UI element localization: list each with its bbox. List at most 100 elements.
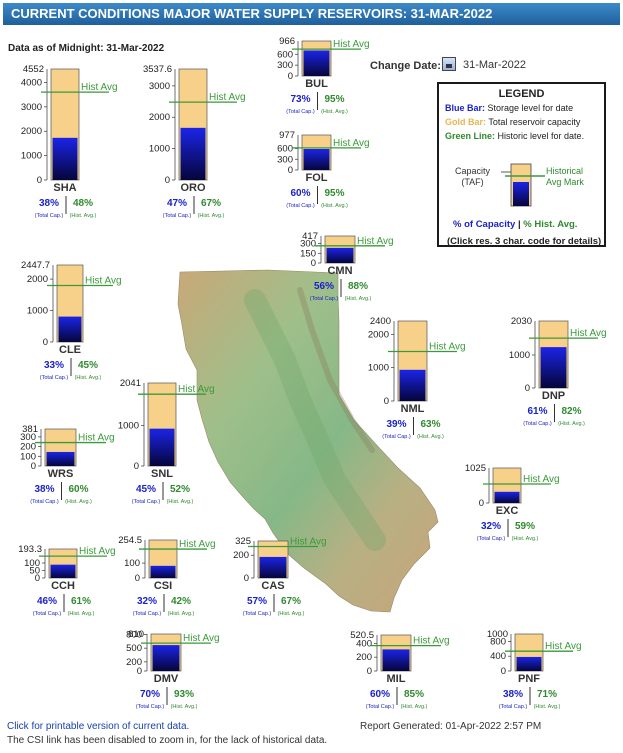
tick-label: 200 [356, 652, 372, 663]
capacity-label: 1000 [487, 629, 508, 640]
hist-avg-small-label: (Hist. Avg.) [321, 203, 348, 209]
tick-label: 0 [244, 573, 249, 584]
legend-pct-hist: % Hist. Avg. [523, 219, 578, 230]
reservoir-code-link[interactable]: FOL [306, 172, 328, 184]
tick-label: 1000 [27, 306, 48, 317]
hist-avg-label: Hist Avg [570, 328, 607, 339]
tick-label: 600 [277, 49, 293, 60]
tick-label: 1000 [21, 151, 42, 162]
legend-pct-capacity: % of Capacity [453, 219, 516, 230]
reservoir-csi: 254.5 100 0 Hist Avg CSI 32% 42% (Total Cap.) (H… [118, 535, 215, 617]
data-as-of: Data as of Midnight: 31-Mar-2022 [8, 43, 165, 54]
reservoir-code-link[interactable]: CAS [261, 580, 284, 592]
legend: LEGEND Blue Bar: Storage level for date … [437, 82, 606, 247]
reservoir-code-link[interactable]: ORO [180, 182, 206, 194]
tick-label: 0 [367, 666, 372, 677]
capacity-label: 4552 [23, 64, 44, 75]
tick-label: 1000 [368, 363, 389, 374]
storage-bar [399, 369, 426, 401]
total-cap-label: (Total Cap.) [477, 536, 506, 542]
reservoir-sha: 4552 4000 3000 2000 1000 0 Hist Avg SHA 38% 48% (T… [21, 64, 118, 219]
pct-hist: 85% [404, 689, 424, 700]
reservoir-code-link[interactable]: NML [401, 403, 425, 415]
tick-label: 4000 [21, 77, 42, 88]
reservoir-code-link[interactable]: DMV [154, 673, 179, 685]
pct-hist: 71% [537, 689, 557, 700]
legend-avg-mark-text: Avg Mark [546, 177, 584, 187]
pct-capacity: 32% [481, 521, 501, 532]
hist-avg-label: Hist Avg [79, 546, 116, 557]
change-date-value[interactable]: 31-Mar-2022 [463, 59, 526, 71]
pct-capacity: 39% [386, 419, 406, 430]
hist-avg-small-label: (Hist. Avg.) [401, 704, 428, 710]
reservoir-exc: 1025 0 Hist Avg EXC 32% 59% (Total Cap.) (Hist.… [465, 463, 560, 542]
tick-label: 0 [37, 175, 42, 186]
legend-capacity-label: Capacity (TAF) [455, 166, 490, 188]
tick-label: 150 [300, 248, 316, 259]
tick-label: 0 [311, 258, 316, 269]
change-date-label: Change Date: [370, 60, 441, 72]
hist-avg-label: Hist Avg [178, 384, 215, 395]
pct-capacity: 38% [39, 198, 59, 209]
reservoir-code-link[interactable]: BUL [305, 78, 328, 90]
tick-label: 300 [20, 432, 36, 443]
reservoir-code-link[interactable]: SNL [151, 468, 173, 480]
storage-bar [52, 137, 78, 180]
tick-label: 400 [490, 651, 506, 662]
tick-label: 100 [20, 451, 36, 462]
hist-avg-label: Hist Avg [357, 236, 394, 247]
reservoir-code-link[interactable]: CSI [154, 580, 172, 592]
reservoir-code-link[interactable]: EXC [496, 505, 519, 517]
pct-capacity: 38% [34, 484, 54, 495]
reservoir-code-link[interactable]: MIL [387, 673, 406, 685]
tick-label: 800 [126, 629, 142, 640]
legend-gold-text: Total reservoir capacity [488, 117, 581, 127]
pct-capacity: 61% [527, 406, 547, 417]
reservoir-code-link[interactable]: WRS [48, 468, 74, 480]
tick-label: 1000 [509, 350, 530, 361]
pct-hist: 95% [324, 94, 344, 105]
pct-hist: 60% [68, 484, 88, 495]
hist-avg-small-label: (Hist. Avg.) [168, 611, 195, 617]
tick-label: 100 [124, 558, 140, 569]
total-cap-label: (Total Cap.) [33, 611, 62, 617]
capacity-label: 810 [128, 629, 144, 640]
reservoir-code-link[interactable]: CCH [51, 580, 75, 592]
legend-sample-bar [501, 163, 545, 207]
tick-label: 0 [35, 573, 40, 584]
capacity-label: 1025 [465, 463, 486, 474]
pct-capacity: 33% [44, 360, 64, 371]
tick-label: 500 [126, 643, 142, 654]
pct-hist: 61% [71, 596, 91, 607]
total-cap-label: (Total Cap.) [499, 704, 528, 710]
pct-capacity: 32% [137, 596, 157, 607]
reservoir-code-link[interactable]: PNF [518, 673, 540, 685]
capacity-label: 977 [279, 130, 295, 141]
report-generated: Report Generated: 01-Apr-2022 2:57 PM [360, 721, 542, 732]
reservoir-code-link[interactable]: CMN [327, 265, 352, 277]
legend-gold-row: Gold Bar: Total reservoir capacity [445, 117, 580, 127]
tick-label: 1000 [118, 420, 139, 431]
reservoir-cle: 2447.7 2000 1000 0 Hist Avg CLE 33% 45% (Total C… [21, 260, 122, 381]
capacity-label: 3537.6 [143, 64, 172, 75]
hist-avg-label: Hist Avg [290, 537, 327, 548]
reservoir-code-link[interactable]: CLE [59, 344, 81, 356]
hist-avg-small-label: (Hist. Avg.) [70, 213, 97, 219]
tick-label: 0 [134, 461, 139, 472]
tick-label: 1000 [149, 144, 170, 155]
tick-label: 0 [135, 573, 140, 584]
tick-label: 200 [233, 550, 249, 561]
legend-click-note: (Click res. 3 char. code for details) [447, 236, 602, 247]
pct-hist: 95% [324, 188, 344, 199]
tick-label: 100 [24, 558, 40, 569]
storage-bar [46, 451, 75, 466]
printable-link[interactable]: Click for printable version of current d… [7, 721, 190, 732]
reservoir-code-link[interactable]: SHA [53, 182, 76, 194]
capacity-label: 381 [22, 424, 38, 435]
tick-label: 300 [277, 154, 293, 165]
calendar-icon[interactable] [442, 57, 456, 71]
reservoir-code-link[interactable]: DNP [542, 390, 565, 402]
tick-label: 800 [490, 636, 506, 647]
